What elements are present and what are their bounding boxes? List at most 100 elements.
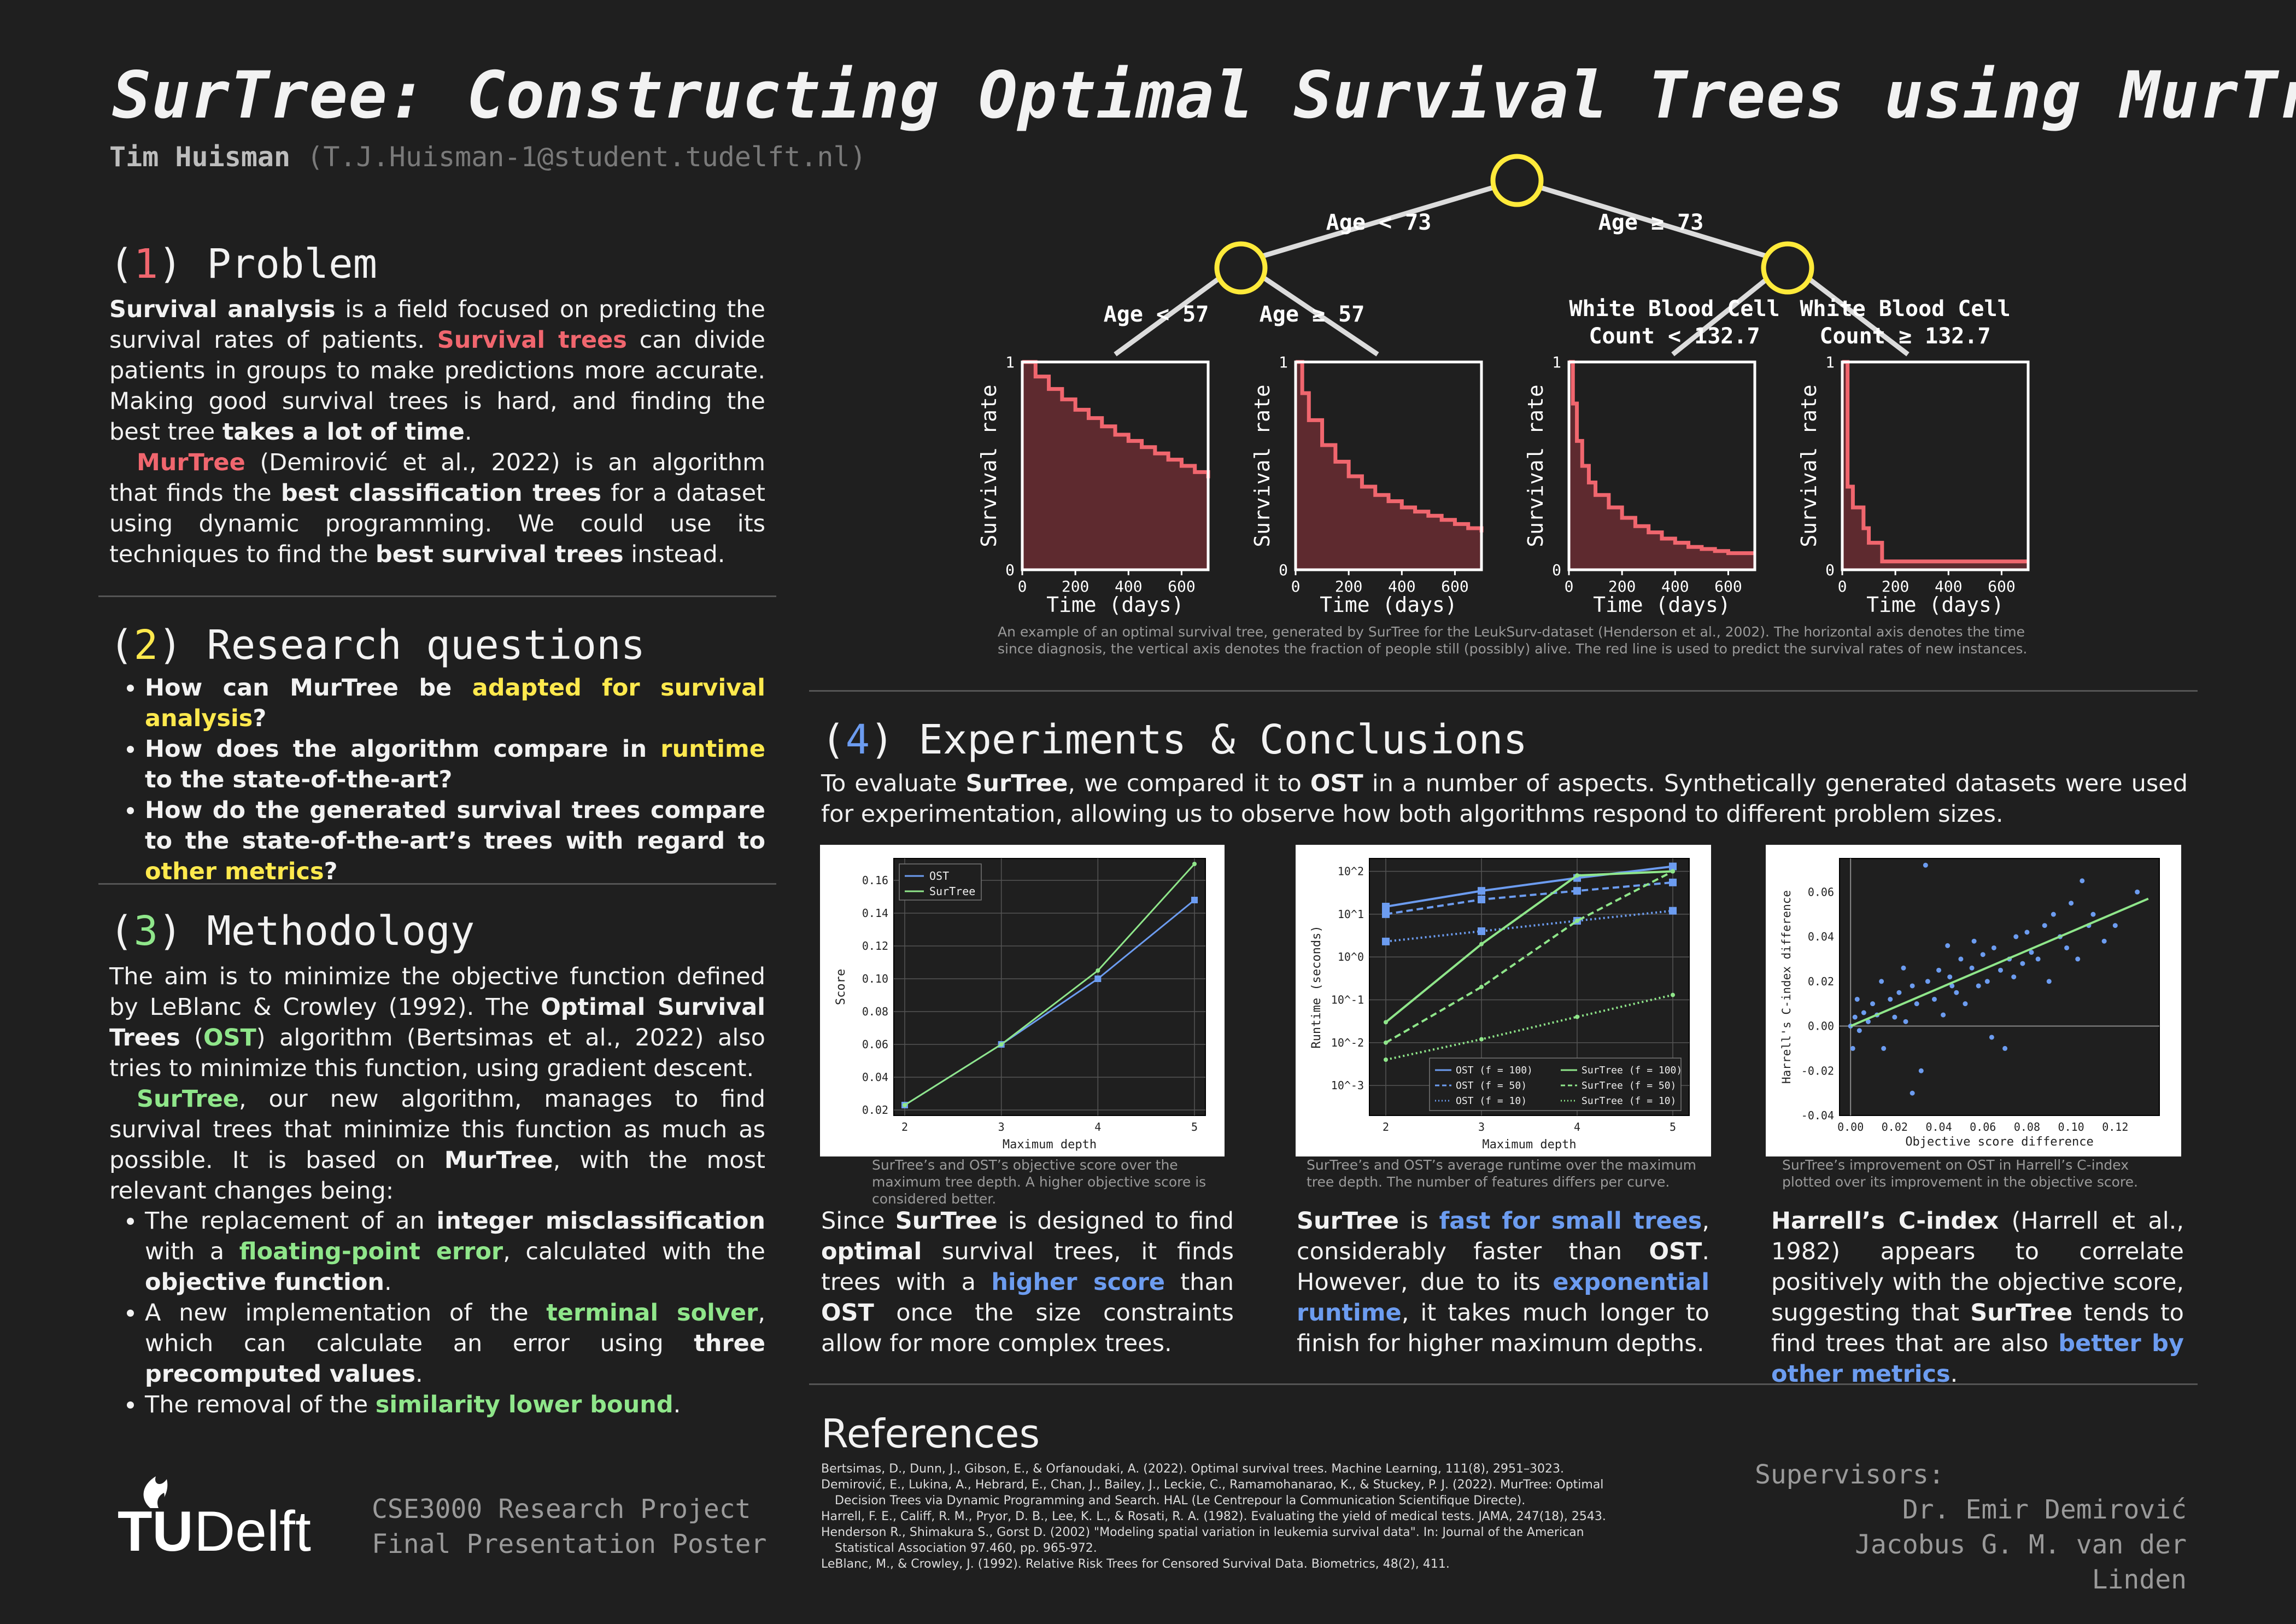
tree-edges bbox=[1114, 178, 1910, 357]
scatter-point bbox=[1925, 979, 1930, 984]
reference-item: Harrell, F. E., Califf, R. M., Pryor, D.… bbox=[821, 1510, 1606, 1523]
scatter-point bbox=[1954, 990, 1959, 995]
x-tick-label: 0.02 bbox=[1882, 1120, 1908, 1134]
scatter-point bbox=[2035, 956, 2041, 962]
scatter-point bbox=[2112, 923, 2118, 928]
data-point bbox=[1478, 896, 1485, 904]
reference-item: Demirović, E., Lukina, A., Hebrard, E., … bbox=[821, 1478, 1604, 1508]
y-tick-label: 0.08 bbox=[862, 1005, 888, 1018]
y-tick-label: 0 bbox=[1005, 561, 1015, 579]
author-name: Tim Huisman bbox=[109, 141, 291, 173]
split-label: White Blood Cell bbox=[1800, 296, 2010, 322]
y-axis-label: Survival rate bbox=[1250, 384, 1274, 547]
experiments-intro: To evaluate SurTree, we compared it to O… bbox=[821, 770, 2188, 828]
x-axis-label: Time (days) bbox=[1046, 593, 1184, 617]
data-point bbox=[1478, 927, 1485, 936]
scatter-point bbox=[2090, 912, 2096, 917]
split-label: Age < 57 bbox=[1104, 302, 1209, 327]
y-tick-label: 1 bbox=[1279, 353, 1288, 371]
references-list: Bertsimas, D., Dunn, J., Gibson, E., & O… bbox=[821, 1461, 1647, 1572]
y-tick-label: -0.02 bbox=[1801, 1064, 1834, 1077]
data-point bbox=[1094, 975, 1102, 982]
list-item: The removal of the similarity lower boun… bbox=[145, 1389, 765, 1420]
x-tick-label: 400 bbox=[1388, 577, 1416, 595]
research-questions: How can MurTree be adapted for survival … bbox=[109, 673, 765, 887]
scatter-point bbox=[2135, 889, 2140, 895]
x-tick-label: 600 bbox=[1441, 577, 1469, 595]
x-axis-label: Objective score difference bbox=[1905, 1135, 2093, 1149]
y-tick-label: 10^0 bbox=[1338, 950, 1364, 963]
data-point bbox=[1384, 1058, 1388, 1062]
plot-area bbox=[893, 858, 1206, 1116]
x-tick-label: 600 bbox=[1714, 577, 1742, 595]
data-point bbox=[1479, 942, 1484, 947]
y-tick-label: 10^-3 bbox=[1331, 1079, 1364, 1092]
split-label: Age ≥ 73 bbox=[1598, 210, 1704, 235]
tudelft-logo: TU Delft bbox=[118, 1465, 347, 1563]
scatter-point bbox=[1861, 1010, 1866, 1015]
y-tick-label: 0.02 bbox=[1808, 975, 1834, 988]
fit-line bbox=[1850, 897, 2149, 1027]
series-line-surtree bbox=[904, 863, 1196, 1106]
legend-label: OST (f = 50) bbox=[1456, 1080, 1527, 1091]
x-tick-label: 5 bbox=[1191, 1120, 1198, 1134]
scatter-point bbox=[1931, 996, 1937, 1002]
x-tick-label: 200 bbox=[1062, 577, 1090, 595]
section-problem-heading: (1) Problem bbox=[109, 241, 378, 288]
y-tick-label: 0.06 bbox=[862, 1038, 888, 1051]
legend-label: SurTree (f = 100) bbox=[1582, 1065, 1682, 1076]
score-caption: SurTree’s and OST’s objective score over… bbox=[872, 1157, 1206, 1207]
scatter-point bbox=[2024, 930, 2030, 935]
x-axis-label: Time (days) bbox=[1593, 593, 1731, 617]
data-point bbox=[1669, 862, 1677, 871]
x-tick-label: 0 bbox=[1291, 577, 1301, 595]
y-tick-label: 0.04 bbox=[862, 1071, 888, 1084]
x-axis-label: Maximum depth bbox=[1482, 1138, 1576, 1152]
list-item: How can MurTree be adapted for survival … bbox=[145, 673, 765, 734]
survival-line bbox=[1022, 360, 1210, 478]
legend-label: OST (f = 100) bbox=[1456, 1065, 1533, 1076]
score-chart: 2 3 4 5 0.02 0.04 0.06 0.08 0.10 0.12 0.14 0.16 OST S… bbox=[820, 845, 1225, 1156]
x-axis-label: Maximum depth bbox=[1003, 1138, 1097, 1152]
list-item: A new implementation of the terminal sol… bbox=[145, 1298, 765, 1389]
cindex-caption: SurTree’s improvement on OST in Harrell’… bbox=[1782, 1157, 2138, 1190]
reference-item: LeBlanc, M., & Crowley, J. (1992). Relat… bbox=[821, 1557, 1450, 1571]
method-changes: The replacement of an integer misclassif… bbox=[109, 1206, 765, 1420]
x-tick-label: 2 bbox=[901, 1120, 908, 1134]
section-research-heading: (2) Research questions bbox=[109, 622, 646, 669]
scatter-point bbox=[1989, 1035, 1994, 1040]
x-tick-label: 0.12 bbox=[2102, 1120, 2128, 1134]
y-tick-label: 1 bbox=[1825, 353, 1835, 371]
runtime-chart: 2 3 4 5 10^-3 10^-2 10^-1 10^0 10^1 10^2 OST (f = … bbox=[1296, 845, 1711, 1156]
divider bbox=[809, 1383, 2198, 1385]
scatter-point bbox=[1945, 943, 1951, 948]
survival-area bbox=[1569, 362, 1755, 570]
x-tick-label: 200 bbox=[1335, 577, 1363, 595]
scatter-point bbox=[1936, 967, 1942, 973]
plot-frame bbox=[1567, 360, 1756, 571]
x-tick-label: 3 bbox=[1478, 1120, 1485, 1134]
scatter-point bbox=[1958, 956, 1964, 962]
scatter-point bbox=[1918, 1068, 1924, 1073]
scatter-point bbox=[1914, 1001, 1919, 1007]
y-axis-label: Survival rate bbox=[1524, 384, 1548, 547]
x-tick-label: 400 bbox=[1115, 577, 1143, 595]
plot-frame bbox=[1021, 360, 1210, 571]
x-tick-label: 0.10 bbox=[2058, 1120, 2084, 1134]
y-tick-label: 0.06 bbox=[1808, 885, 1834, 898]
data-point bbox=[1671, 992, 1675, 997]
scatter-point bbox=[1963, 1001, 1968, 1007]
scatter-point bbox=[1980, 952, 1985, 957]
y-tick-label: 0.12 bbox=[862, 939, 888, 953]
scatter-point bbox=[1969, 965, 1975, 971]
km-plot-3: 0 200 400 600 0 1 Time (days) Survival rate bbox=[1524, 353, 1756, 617]
legend-box bbox=[899, 863, 982, 901]
scatter-point bbox=[2051, 912, 2056, 917]
scatter-point bbox=[1865, 1019, 1871, 1024]
scatter-point bbox=[1901, 965, 1906, 971]
data-point bbox=[1669, 907, 1677, 915]
legend-label: SurTree (f = 10) bbox=[1582, 1095, 1676, 1107]
list-item: The replacement of an integer misclassif… bbox=[145, 1206, 765, 1298]
y-tick-label: 0.14 bbox=[862, 907, 888, 920]
data-point bbox=[1479, 1037, 1484, 1042]
